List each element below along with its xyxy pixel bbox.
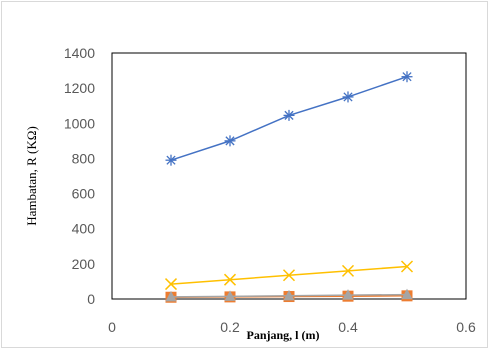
- y-tick-label: 400: [72, 221, 96, 237]
- x-axis-ticks: 0 0.2 0.4 0.6: [108, 319, 476, 335]
- data-point: [342, 91, 354, 103]
- data-point: [283, 109, 295, 121]
- series-1: [165, 71, 413, 166]
- y-tick-label: 1400: [64, 45, 95, 61]
- data-point: [224, 135, 236, 147]
- plot-area: [111, 52, 467, 300]
- data-point: [341, 264, 355, 277]
- data-point: [165, 290, 177, 302]
- x-tick-label: 0: [108, 319, 116, 335]
- y-tick-label: 1200: [64, 80, 95, 96]
- data-point: [342, 289, 354, 300]
- x-tick-label: 0.2: [220, 319, 240, 335]
- data-point: [283, 289, 295, 301]
- series-2: [164, 260, 414, 291]
- data-point: [224, 290, 236, 301]
- data-point: [223, 273, 237, 286]
- data-point: [401, 71, 413, 83]
- y-tick-label: 0: [87, 291, 95, 307]
- y-tick-label: 1000: [64, 115, 95, 131]
- x-tick-label: 0.4: [338, 319, 358, 335]
- series-layer: [164, 71, 414, 303]
- y-tick-label: 200: [72, 256, 96, 272]
- data-point: [401, 288, 413, 300]
- y-tick-label: 800: [72, 150, 96, 166]
- data-point: [282, 269, 296, 282]
- y-tick-label: 600: [72, 186, 96, 202]
- x-axis-title: Panjang, l (m): [247, 328, 320, 342]
- x-tick-label: 0.6: [456, 319, 476, 335]
- y-axis-title: Hambatan, R (KΩ): [24, 126, 39, 226]
- data-point: [400, 260, 414, 273]
- y-axis-ticks: 0 200 400 600 800 1000 1200 1400: [64, 45, 95, 307]
- data-point: [165, 154, 177, 166]
- data-point: [164, 278, 178, 291]
- series-4: [165, 288, 413, 302]
